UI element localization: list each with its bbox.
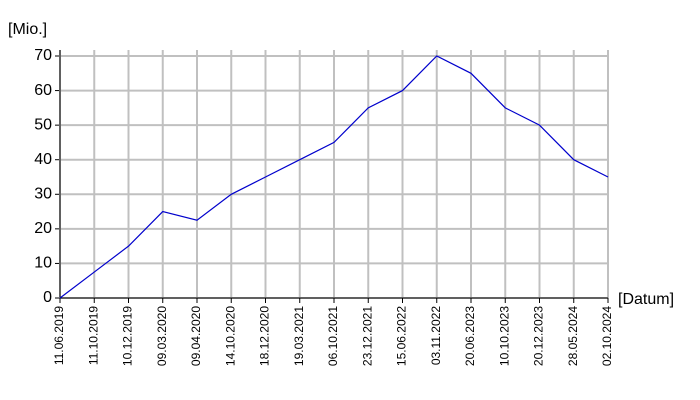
x-tick-label: 02.10.2024: [600, 306, 614, 366]
y-tick-label: 20: [34, 220, 52, 237]
x-tick-label: 20.12.2023: [532, 306, 546, 366]
x-tick-label: 15.06.2022: [395, 306, 409, 366]
y-tick-label: 70: [34, 47, 52, 64]
x-tick-label: 11.10.2019: [86, 306, 100, 365]
x-tick-label: 23.12.2021: [360, 306, 374, 366]
x-tick-label: 09.03.2020: [155, 306, 169, 366]
x-tick-label: 09.04.2020: [189, 306, 203, 366]
x-tick-label: 14.10.2020: [223, 306, 237, 366]
x-tick-label: 06.10.2021: [326, 306, 340, 366]
y-tick-label: 40: [34, 151, 52, 168]
x-tick-label: 10.12.2019: [121, 306, 135, 366]
y-tick-label: 0: [43, 289, 52, 306]
x-tick-label: 11.06.2019: [52, 306, 66, 365]
y-tick-label: 30: [34, 186, 52, 203]
y-tick-label: 50: [34, 116, 52, 133]
x-tick-label: 28.05.2024: [566, 306, 580, 366]
x-tick-label: 20.06.2023: [463, 306, 477, 366]
y-axis-label: [Mio.]: [8, 21, 47, 38]
x-tick-label: 18.12.2020: [258, 306, 272, 366]
y-tick-label: 60: [34, 82, 52, 99]
x-tick-label: 03.11.2022: [429, 306, 443, 365]
x-tick-label: 19.03.2021: [292, 306, 306, 366]
x-tick-label: 10.10.2023: [497, 306, 511, 366]
data-line: [59, 55, 609, 299]
y-tick-label: 10: [34, 255, 52, 272]
x-axis-label: [Datum]: [618, 291, 674, 308]
